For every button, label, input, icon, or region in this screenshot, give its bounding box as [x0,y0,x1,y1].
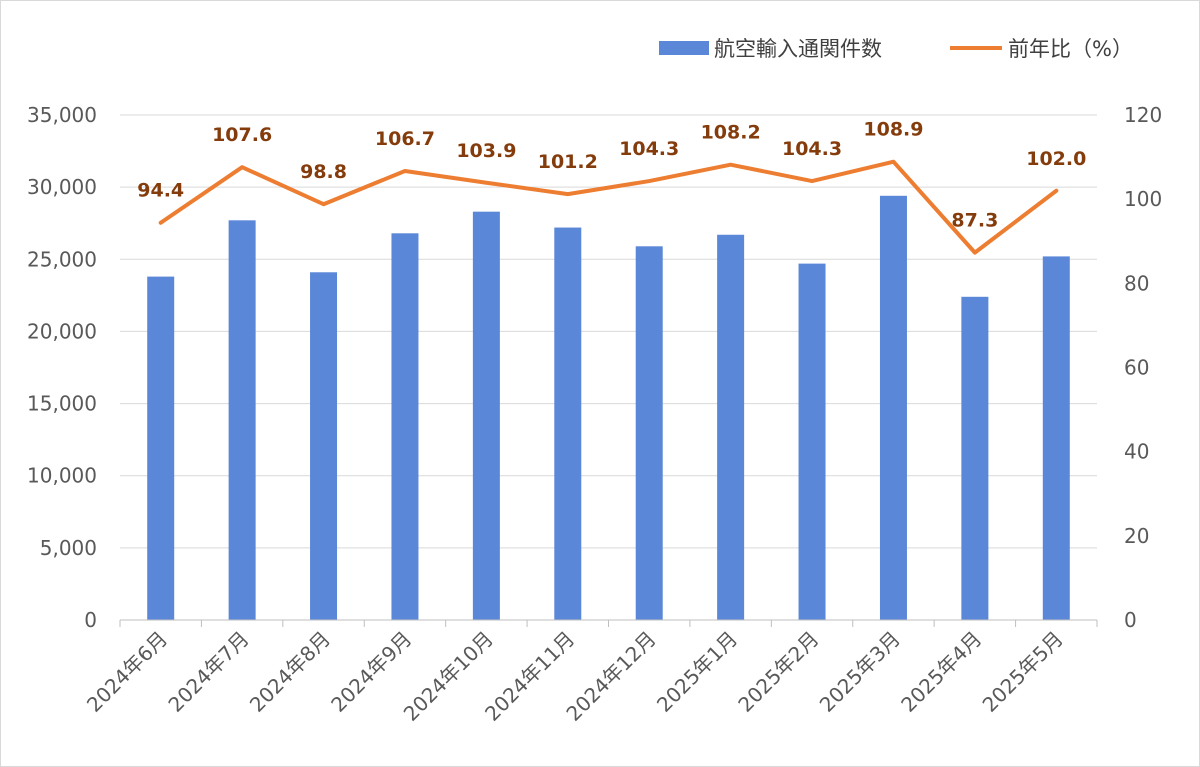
x-tick-label: 2024年7月 [163,627,253,717]
legend: 航空輸入通関件数 前年比（%） [659,37,1133,61]
bar [554,227,582,621]
y-right-tick-label: 80 [1124,271,1149,295]
y-left-tick-label: 25,000 [27,247,97,271]
bar [228,220,256,621]
bar [961,296,989,620]
x-tick-label: 2025年4月 [896,627,986,717]
y-left-tick-label: 30,000 [27,175,97,199]
x-tick-label: 2024年8月 [245,627,335,717]
y-left-tick-label: 20,000 [27,319,97,343]
y-left-tick-label: 15,000 [27,392,97,416]
data-label: 108.2 [701,122,761,144]
y-left-tick-label: 35,000 [27,103,97,127]
data-label: 98.8 [300,161,347,183]
x-tick-label: 2024年6月 [82,627,172,717]
bar [717,234,745,620]
line-series [158,159,1059,255]
y-right-tick-label: 40 [1124,440,1149,464]
y-left-tick-label: 0 [84,608,97,632]
y-right-tick-label: 60 [1124,356,1149,380]
y-right-tick-label: 0 [1124,608,1137,632]
line-series-path [158,159,1059,255]
data-label: 101.2 [538,151,598,173]
data-label: 104.3 [782,138,842,160]
legend-bar-label: 航空輸入通関件数 [714,37,882,61]
data-label: 94.4 [137,180,184,202]
data-label: 102.0 [1026,148,1086,170]
data-label: 87.3 [951,210,998,232]
data-label: 103.9 [456,140,516,162]
bar [798,263,826,620]
bar [147,276,175,620]
y-right-tick-label: 120 [1124,103,1162,127]
bar-series [147,195,1070,621]
bar [391,233,419,621]
y-left-tick-label: 5,000 [40,536,97,560]
data-labels: 94.4 107.6 98.8 106.7 103.9 101.2 104.3 108.2 10… [137,119,1086,232]
x-tick-label: 2025年1月 [652,627,742,717]
legend-bar-swatch [659,41,709,55]
data-label: 106.7 [375,128,435,150]
bar [310,272,338,620]
bar [472,211,500,620]
bar [1042,256,1070,620]
y-left-tick-label: 10,000 [27,464,97,488]
x-tick-label: 2025年3月 [815,627,905,717]
data-label: 104.3 [619,138,679,160]
y-right-tick-label: 20 [1124,524,1149,548]
bar [879,195,907,621]
bar [635,246,663,621]
data-label: 108.9 [863,119,923,141]
x-tick-label: 2025年5月 [978,627,1068,717]
x-tick-label: 2025年2月 [733,627,823,717]
legend-line-label: 前年比（%） [1008,37,1133,61]
data-label: 107.6 [212,124,272,146]
y-right-tick-label: 100 [1124,187,1162,211]
